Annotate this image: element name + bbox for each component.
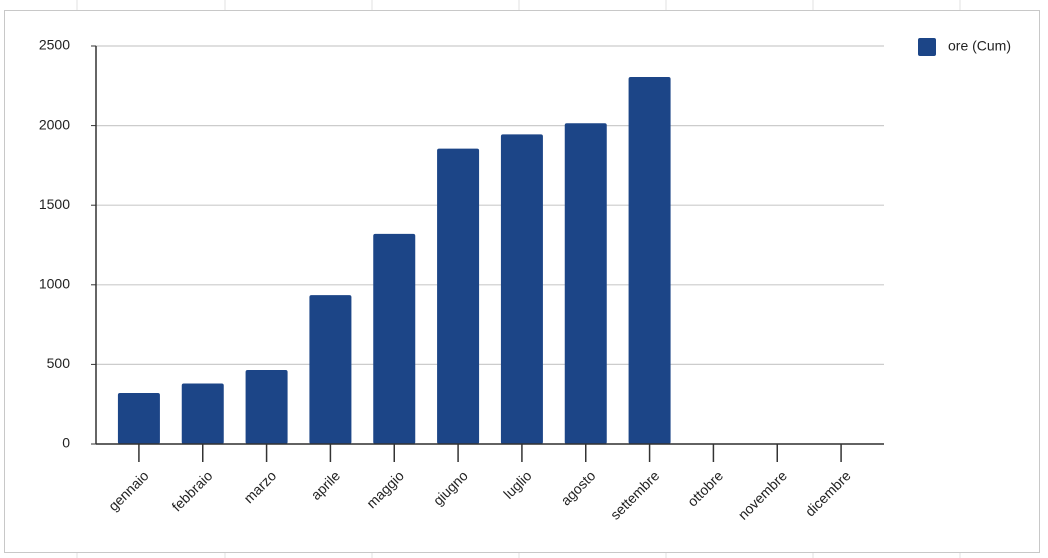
bar [437,148,480,444]
bar [628,77,671,444]
legend-label: ore (Cum) [948,38,1011,54]
bar [117,393,160,444]
bar [245,369,288,444]
y-tick-label: 500 [47,355,71,371]
y-tick-label: 1500 [39,196,70,212]
y-tick-label: 0 [62,435,70,451]
y-tick-label: 2500 [39,37,70,53]
sheet-grid [76,0,961,558]
y-tick-label: 1000 [39,276,70,292]
bar [564,123,607,444]
bar [500,134,543,444]
bar [181,383,224,444]
y-tick-label: 2000 [39,116,70,132]
legend-swatch [918,38,936,56]
bar [309,295,352,444]
bar [373,233,416,444]
